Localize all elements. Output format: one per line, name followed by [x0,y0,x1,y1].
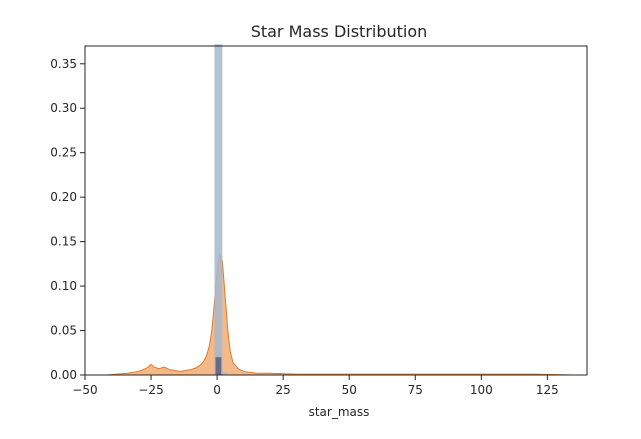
histogram-bar-1 [222,372,228,375]
density-curve [106,252,574,376]
density-layer [106,252,574,376]
y-tick-label: 0.20 [50,190,77,204]
x-tick-label: 25 [276,383,291,397]
x-tick-label: −50 [72,383,97,397]
x-tick-label: 0 [213,383,221,397]
overlap-bar [215,357,222,375]
y-tick-label: 0.10 [50,279,77,293]
y-tick-label: 0.25 [50,146,77,160]
y-tick-label: 0.15 [50,235,77,249]
y-tick-label: 0.00 [50,368,77,382]
x-tick-label: 50 [342,383,357,397]
x-tick-label: 100 [470,383,493,397]
y-axis: 0.00 0.05 0.10 0.15 0.20 0.25 0.30 0.35 [50,57,85,382]
y-tick-label: 0.05 [50,324,77,338]
histogram-bar-0 [214,44,223,376]
x-axis-label: star_mass [309,405,370,419]
y-tick-label: 0.30 [50,101,77,115]
x-tick-label: 75 [408,383,423,397]
x-tick-label: −25 [138,383,163,397]
y-tick-label: 0.35 [50,57,77,71]
histogram-bars [214,44,228,376]
chart-title: Star Mass Distribution [251,22,428,41]
x-tick-label: 125 [536,383,559,397]
x-axis: −50 −25 0 25 50 75 100 125 [72,375,559,397]
axes-frame [84,45,588,376]
